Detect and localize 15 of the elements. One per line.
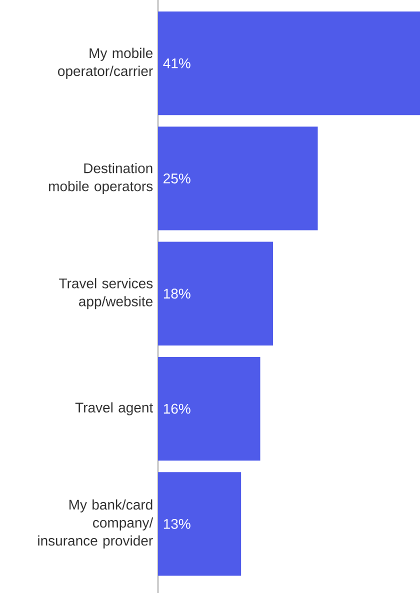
bar xyxy=(158,126,318,230)
y-tick-label: Destination mobile operators xyxy=(49,162,153,194)
y-tick-label: My bank/card company/ insurance provider xyxy=(38,499,154,548)
data-label: 13% xyxy=(164,518,190,529)
bar xyxy=(158,242,274,346)
bar xyxy=(158,12,420,116)
y-tick-label: Travel agent xyxy=(75,402,154,416)
bar xyxy=(158,472,242,576)
y-tick-label: My mobile operator/carrier xyxy=(58,48,153,79)
data-label: 16% xyxy=(164,404,190,414)
data-label: 18% xyxy=(164,288,190,299)
bar xyxy=(158,356,260,461)
data-label: 25% xyxy=(164,174,190,184)
y-tick-label: Travel services app/website xyxy=(59,278,153,310)
data-label: 41% xyxy=(163,58,190,68)
